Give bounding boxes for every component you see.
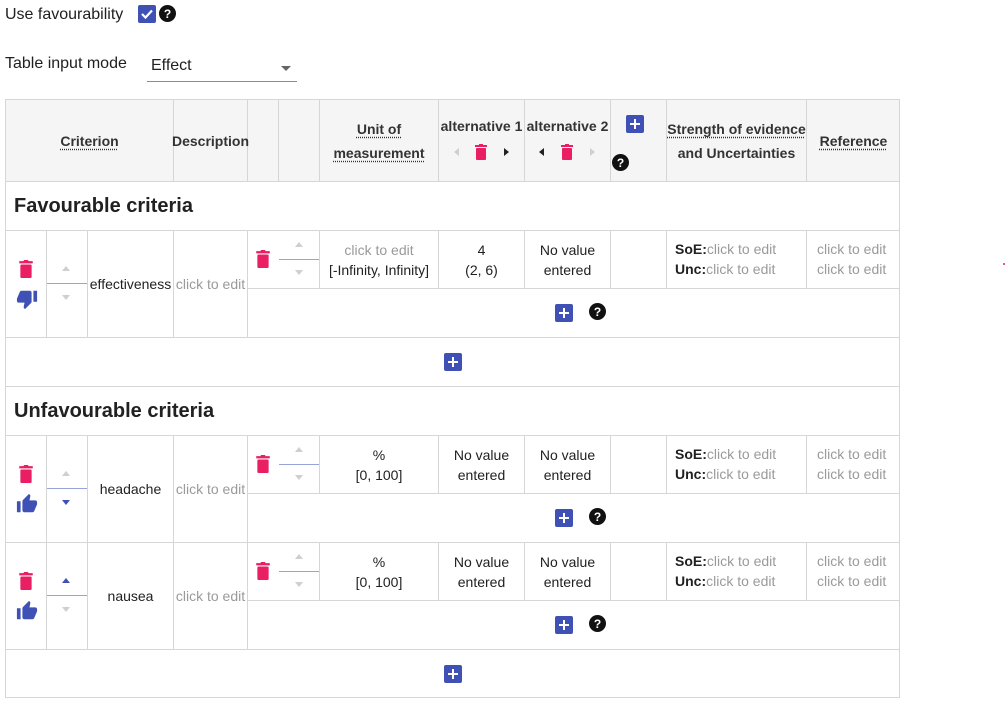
table-border	[5, 99, 900, 698]
add-data-source-button[interactable]	[555, 509, 573, 527]
delete-data-source-icon[interactable]	[255, 249, 271, 269]
unit-of-measurement-cell[interactable]: % [0, 100]	[355, 446, 403, 483]
table-input-mode-select[interactable]: Effect	[147, 54, 297, 82]
plus-icon	[559, 308, 569, 318]
header-alternative-2[interactable]: alternative 2	[525, 114, 610, 138]
add-data-source-help-icon[interactable]: ?	[589, 508, 606, 525]
delete-data-source-icon[interactable]	[255, 561, 271, 581]
add-data-source-button[interactable]	[555, 616, 573, 634]
use-favourability-checkbox[interactable]	[138, 5, 156, 23]
header-description-label: Description	[172, 132, 250, 149]
delete-alternative-2-icon[interactable]	[560, 143, 574, 161]
delete-criterion-icon[interactable]	[18, 464, 34, 484]
delete-criterion-icon[interactable]	[18, 259, 34, 279]
move-up-icon	[293, 552, 305, 560]
delete-alternative-1-icon[interactable]	[474, 143, 488, 161]
plus-icon	[630, 119, 640, 129]
move-right-icon	[588, 146, 598, 158]
table-input-mode-value: Effect	[151, 57, 192, 74]
move-up-icon	[60, 264, 72, 272]
header-criterion-label: Criterion	[60, 132, 119, 149]
alternative-2-value-cell[interactable]: No value entered	[539, 446, 596, 483]
criterion-name[interactable]: headache	[99, 481, 162, 497]
alternative-1-value-cell[interactable]: No value entered	[453, 446, 510, 483]
reference-cell[interactable]: click to edit click to edit	[817, 241, 887, 277]
header-description: Description	[172, 100, 250, 181]
delete-data-source-icon[interactable]	[255, 454, 271, 474]
table-header-bg	[6, 100, 899, 181]
plus-icon	[448, 357, 458, 367]
move-left-icon	[452, 146, 462, 158]
criterion-description[interactable]: click to edit	[175, 276, 246, 292]
criterion-name[interactable]: effectiveness	[89, 276, 172, 292]
use-favourability-help-icon[interactable]: ?	[159, 5, 176, 22]
header-unit-line2: measurement	[333, 144, 425, 161]
header-unit-line1: Unit of	[356, 120, 402, 137]
move-up-icon	[293, 240, 305, 248]
header-soe-line1: Strength of evidence	[667, 120, 806, 137]
add-data-source-help-icon[interactable]: ?	[589, 615, 606, 632]
plus-icon	[448, 669, 458, 679]
checkmark-icon	[141, 9, 153, 20]
use-favourability-label: Use favourability	[5, 6, 124, 23]
unit-of-measurement-cell[interactable]: click to edit [-Infinity, Infinity]	[328, 241, 430, 278]
header-reference-label: Reference	[819, 132, 888, 149]
move-up-icon	[60, 469, 72, 477]
reference-cell[interactable]: click to edit click to edit	[817, 553, 887, 589]
move-up-icon	[293, 445, 305, 453]
plus-icon	[559, 620, 569, 630]
criterion-description[interactable]: click to edit	[175, 481, 246, 497]
thumbs-up-icon[interactable]	[15, 599, 39, 623]
alternative-2-value-cell[interactable]: No value entered	[539, 553, 596, 590]
alternative-1-value-cell[interactable]: 4 (2, 6)	[465, 241, 498, 278]
strength-of-evidence-cell[interactable]: SoE:click to edit Unc:click to edit	[675, 553, 777, 589]
header-alternative-1[interactable]: alternative 1	[439, 114, 524, 138]
delete-criterion-icon[interactable]	[18, 571, 34, 591]
header-criterion[interactable]: Criterion	[6, 100, 173, 181]
move-left-icon[interactable]	[537, 146, 547, 158]
plus-icon	[559, 513, 569, 523]
header-soe-line2: and Uncertainties	[677, 144, 796, 161]
header-strength-of-evidence[interactable]: Strength of evidence and Uncertainties	[667, 100, 806, 181]
add-data-source-help-icon[interactable]: ?	[589, 303, 606, 320]
add-alternative-help-icon[interactable]: ?	[612, 154, 629, 171]
move-down-icon	[293, 580, 305, 588]
move-down-icon[interactable]	[60, 498, 72, 506]
move-down-icon	[60, 293, 72, 301]
strength-of-evidence-cell[interactable]: SoE:click to edit Unc:click to edit	[675, 446, 777, 482]
reference-cell[interactable]: click to edit click to edit	[817, 446, 887, 482]
add-alternative-button[interactable]	[626, 115, 644, 133]
move-right-icon[interactable]	[502, 146, 512, 158]
add-data-source-button[interactable]	[555, 304, 573, 322]
unfavourable-criteria-title: Unfavourable criteria	[14, 400, 215, 422]
alternative-1-value-cell[interactable]: No value entered	[453, 553, 510, 590]
header-unit[interactable]: Unit of measurement	[320, 100, 438, 181]
header-alternative-2-label: alternative 2	[526, 118, 609, 134]
favourable-criteria-title: Favourable criteria	[14, 195, 193, 217]
criterion-name[interactable]: nausea	[107, 588, 154, 604]
alternative-2-value-cell[interactable]: No value entered	[539, 241, 596, 278]
add-favourable-criterion-button[interactable]	[444, 353, 462, 371]
criterion-description[interactable]: click to edit	[175, 588, 246, 604]
add-unfavourable-criterion-button[interactable]	[444, 665, 462, 683]
move-down-icon	[60, 605, 72, 613]
thumbs-down-icon[interactable]	[15, 287, 39, 311]
header-reference[interactable]: Reference	[807, 100, 900, 181]
strength-of-evidence-cell[interactable]: SoE:click to edit Unc:click to edit	[675, 241, 777, 277]
dropdown-arrow-icon	[281, 66, 291, 71]
header-alternative-1-label: alternative 1	[440, 118, 523, 134]
decorative-dot	[1003, 263, 1005, 265]
unit-of-measurement-cell[interactable]: % [0, 100]	[355, 553, 403, 590]
move-down-icon	[293, 473, 305, 481]
move-up-icon[interactable]	[60, 576, 72, 584]
thumbs-up-icon[interactable]	[15, 492, 39, 516]
table-input-mode-label: Table input mode	[5, 55, 127, 72]
move-down-icon	[293, 268, 305, 276]
